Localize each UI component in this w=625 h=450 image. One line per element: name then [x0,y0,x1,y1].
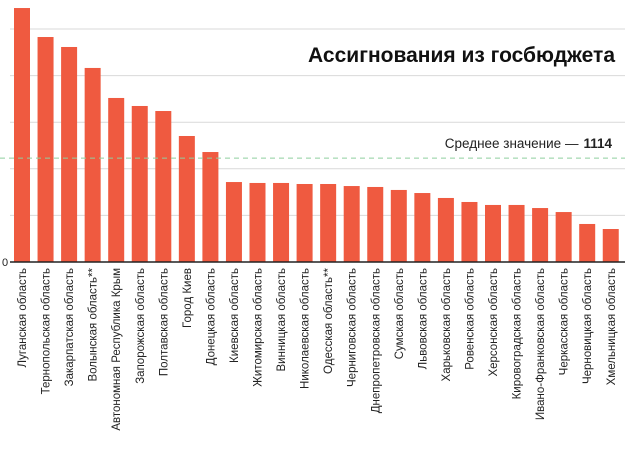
category-label: Тернопольская область [41,268,53,394]
bar [84,67,101,262]
category-label: Черновицкая область [582,268,594,384]
bar [367,186,384,262]
category-label: Херсонская область [488,268,500,377]
bar [202,152,219,262]
category-label: Сумская область [394,268,406,359]
bar [390,189,407,262]
bar [178,135,195,262]
category-label: Кировоградская область [512,268,524,399]
category-label: Закарпатская область [64,268,76,386]
category-label: Николаевская область [300,268,312,389]
bar [14,8,30,263]
category-label: Запорожская область [135,268,147,384]
mean-label: Среднее значение — [445,136,579,151]
bar [602,229,619,262]
bar [437,197,454,262]
category-label: Днепропетровская область [370,268,382,413]
category-label: Черкасская область [559,268,571,375]
category-label: Город Киев [182,268,194,328]
bar [320,183,337,262]
category-label: Винницкая область [276,268,288,372]
category-label: Одесская область** [323,267,335,373]
category-label: Волынская область** [88,267,100,381]
category-label: Львовская область [417,268,429,369]
category-label: Киевская область [229,268,241,363]
category-label: Харьковская область [441,268,453,381]
category-label: Автономная Республика Крым [111,268,123,431]
y-tick-label: 0 [2,257,8,269]
bar [249,182,266,262]
bar [61,46,78,263]
category-label: Хмельницкая область [606,268,618,385]
category-label: Луганская область [17,268,29,368]
bar [131,105,148,262]
bar [555,212,572,262]
category-label: Черниговская область [347,268,359,387]
mean-value: 1114 [583,136,612,151]
bar [108,97,125,262]
bar [461,201,478,262]
bar [414,193,431,262]
bar [155,111,172,263]
bar [343,186,360,262]
bar [296,183,313,262]
category-label: Житомирская область [253,268,265,387]
chart-title: Ассигнования из госбюджета [308,44,615,67]
mean-annotation: Среднее значение — 1114 [445,136,613,151]
bar [273,182,290,262]
bar [532,208,549,262]
category-label: Ивано-Франковская область [535,268,547,420]
bar [579,223,596,262]
bar [508,204,525,262]
category-label: Ровенская область [464,268,476,370]
category-label: Донецкая область [205,268,217,365]
category-label: Полтавская область [158,268,170,376]
bar [37,37,54,263]
bar [485,204,501,262]
bar [225,182,242,262]
